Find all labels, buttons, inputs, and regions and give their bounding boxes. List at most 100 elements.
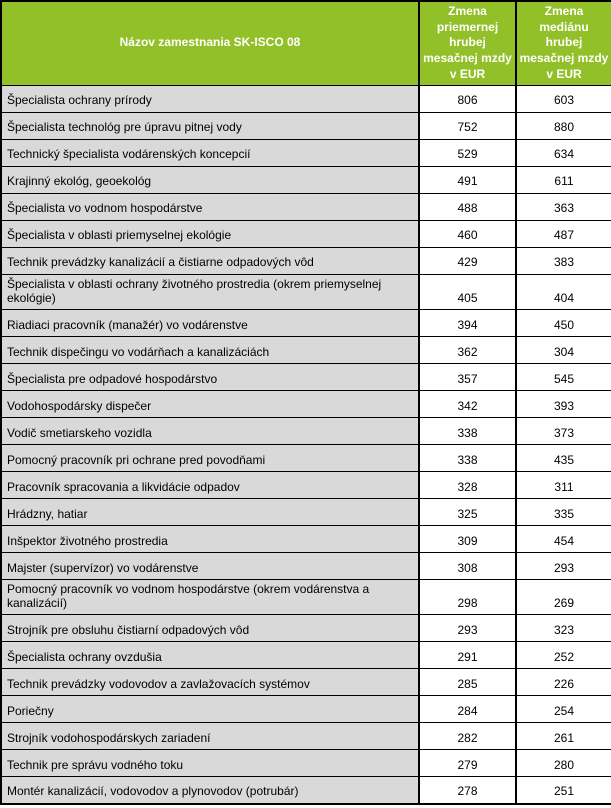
table-row: Hrádzny, hatiar 325 335: [0, 497, 611, 526]
median-wage-cell: 226: [515, 668, 611, 697]
median-wage-cell: 252: [515, 641, 611, 670]
median-wage-cell: 545: [515, 362, 611, 391]
median-wage-cell: 304: [515, 335, 611, 364]
avg-wage-cell: 285: [418, 668, 517, 697]
median-wage-cell: 435: [515, 443, 611, 472]
job-name-cell: Riadiaci pracovník (manažér) vo vodárens…: [0, 308, 420, 337]
median-wage-cell: 487: [515, 219, 611, 248]
job-name-cell: Technik prevádzky vodovodov a zavlažovac…: [0, 668, 420, 697]
job-name-cell: Pomocný pracovník vo vodnom hospodárstve…: [0, 578, 420, 616]
job-name-cell: Špecialista technológ pre úpravu pitnej …: [0, 111, 420, 140]
avg-wage-cell: 298: [418, 578, 517, 616]
table-row: Montér kanalizácií, vodovodov a plynovod…: [0, 776, 611, 805]
header-cell-job-name: Názov zamestnania SK-ISCO 08: [0, 0, 420, 86]
table-row: Vodohospodársky dispečer 342 393: [0, 389, 611, 418]
median-wage-cell: 393: [515, 389, 611, 418]
job-name-cell: Špecialista pre odpadové hospodárstvo: [0, 362, 420, 391]
table-row: Špecialista v oblasti ochrany životného …: [0, 273, 611, 310]
job-name-cell: Pomocný pracovník pri ochrane pred povod…: [0, 443, 420, 472]
job-name-cell: Špecialista ochrany prírody: [0, 84, 420, 113]
table-row: Špecialista technológ pre úpravu pitnej …: [0, 111, 611, 140]
median-wage-cell: 261: [515, 722, 611, 751]
job-name-cell: Krajinný ekológ, geoekológ: [0, 165, 420, 194]
table-row: Špecialista v oblasti priemyselnej ekoló…: [0, 219, 611, 248]
job-name-cell: Strojník vodohospodárskych zariadení: [0, 722, 420, 751]
table-body: Špecialista ochrany prírody 806 603 Špecial…: [0, 84, 611, 805]
avg-wage-cell: 752: [418, 111, 517, 140]
table-header: Názov zamestnania SK-ISCO 08 Zmena priem…: [0, 0, 611, 86]
job-name-cell: Pracovník spracovania a likvidácie odpad…: [0, 470, 420, 499]
table-row: Technik dispečingu vo vodárňach a kanali…: [0, 335, 611, 364]
median-wage-cell: 634: [515, 138, 611, 167]
table-row: Technik prevádzky kanalizácií a čistiarn…: [0, 246, 611, 275]
job-name-cell: Špecialista vo vodnom hospodárstve: [0, 192, 420, 221]
job-name-cell: Strojník pre obsluhu čistiarní odpadovýc…: [0, 614, 420, 643]
avg-wage-cell: 429: [418, 246, 517, 275]
table-row: Strojník pre obsluhu čistiarní odpadovýc…: [0, 614, 611, 643]
median-wage-cell: 323: [515, 614, 611, 643]
table-row: Riadiaci pracovník (manažér) vo vodárens…: [0, 308, 611, 337]
job-name-cell: Poriečny: [0, 695, 420, 724]
median-wage-cell: 603: [515, 84, 611, 113]
avg-wage-cell: 279: [418, 749, 517, 778]
table-row: Technik pre správu vodného toku 279 280: [0, 749, 611, 778]
median-wage-cell: 280: [515, 749, 611, 778]
job-name-cell: Inšpektor životného prostredia: [0, 524, 420, 553]
avg-wage-cell: 282: [418, 722, 517, 751]
table-row: Vodič smetiarskeho vozidla 338 373: [0, 416, 611, 445]
job-name-cell: Vodič smetiarskeho vozidla: [0, 416, 420, 445]
job-name-cell: Technický špecialista vodárenských konce…: [0, 138, 420, 167]
avg-wage-cell: 405: [418, 273, 517, 310]
job-name-cell: Špecialista v oblasti priemyselnej ekoló…: [0, 219, 420, 248]
table-row: Technický špecialista vodárenských konce…: [0, 138, 611, 167]
median-wage-cell: 880: [515, 111, 611, 140]
median-wage-cell: 293: [515, 551, 611, 580]
avg-wage-cell: 284: [418, 695, 517, 724]
avg-wage-cell: 357: [418, 362, 517, 391]
avg-wage-cell: 394: [418, 308, 517, 337]
avg-wage-cell: 338: [418, 416, 517, 445]
table-row: Krajinný ekológ, geoekológ 491 611: [0, 165, 611, 194]
median-wage-cell: 404: [515, 273, 611, 310]
table-row: Špecialista vo vodnom hospodárstve 488 363: [0, 192, 611, 221]
avg-wage-cell: 325: [418, 497, 517, 526]
header-row: Názov zamestnania SK-ISCO 08 Zmena priem…: [0, 0, 611, 86]
header-cell-avg-wage-change: Zmena priemernej hrubej mesačnej mzdy v …: [418, 0, 517, 86]
job-name-cell: Špecialista ochrany ovzdušia: [0, 641, 420, 670]
avg-wage-cell: 491: [418, 165, 517, 194]
table-row: Pracovník spracovania a likvidácie odpad…: [0, 470, 611, 499]
avg-wage-cell: 293: [418, 614, 517, 643]
avg-wage-cell: 338: [418, 443, 517, 472]
job-name-cell: Špecialista v oblasti ochrany životného …: [0, 273, 420, 310]
header-cell-median-wage-change: Zmena mediánu hrubej mesačnej mzdy v EUR: [515, 0, 611, 86]
job-name-cell: Technik pre správu vodného toku: [0, 749, 420, 778]
table-row: Špecialista ochrany ovzdušia 291 252: [0, 641, 611, 670]
job-name-cell: Technik dispečingu vo vodárňach a kanali…: [0, 335, 420, 364]
job-name-cell: Hrádzny, hatiar: [0, 497, 420, 526]
median-wage-cell: 335: [515, 497, 611, 526]
job-name-cell: Montér kanalizácií, vodovodov a plynovod…: [0, 776, 420, 805]
avg-wage-cell: 291: [418, 641, 517, 670]
table-row: Špecialista ochrany prírody 806 603: [0, 84, 611, 113]
table-row: Majster (supervízor) vo vodárenstve 308 29…: [0, 551, 611, 580]
avg-wage-cell: 328: [418, 470, 517, 499]
median-wage-cell: 611: [515, 165, 611, 194]
median-wage-cell: 251: [515, 776, 611, 805]
table-row: Špecialista pre odpadové hospodárstvo 357…: [0, 362, 611, 391]
avg-wage-cell: 342: [418, 389, 517, 418]
avg-wage-cell: 460: [418, 219, 517, 248]
avg-wage-cell: 529: [418, 138, 517, 167]
avg-wage-cell: 806: [418, 84, 517, 113]
avg-wage-cell: 362: [418, 335, 517, 364]
table-row: Poriečny 284 254: [0, 695, 611, 724]
table-row: Pomocný pracovník pri ochrane pred povod…: [0, 443, 611, 472]
avg-wage-cell: 308: [418, 551, 517, 580]
median-wage-cell: 254: [515, 695, 611, 724]
median-wage-cell: 454: [515, 524, 611, 553]
job-name-cell: Technik prevádzky kanalizácií a čistiarn…: [0, 246, 420, 275]
job-name-cell: Majster (supervízor) vo vodárenstve: [0, 551, 420, 580]
table-row: Technik prevádzky vodovodov a zavlažovac…: [0, 668, 611, 697]
median-wage-cell: 363: [515, 192, 611, 221]
